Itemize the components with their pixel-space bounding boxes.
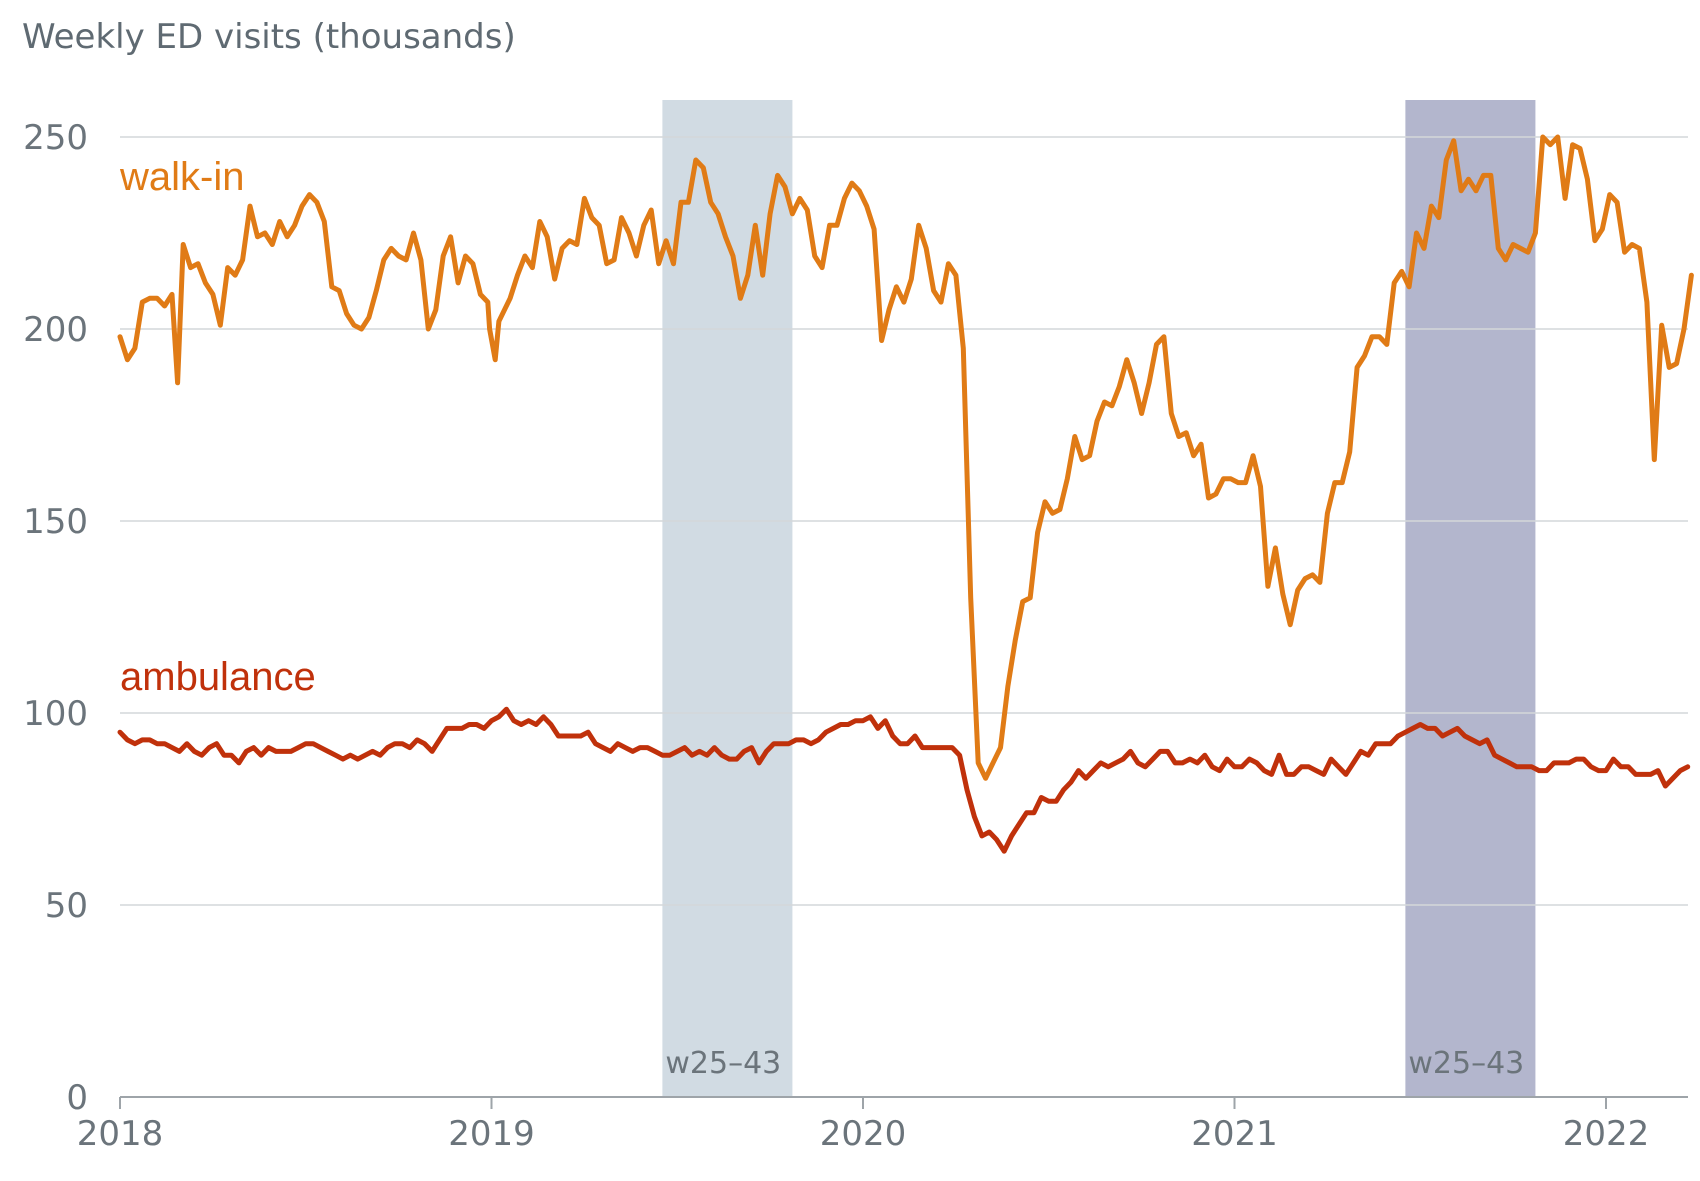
band-label: w25–43 [665, 1046, 781, 1081]
highlight-bands: w25–43 w25–43 [662, 100, 1536, 1097]
series-line-ambulance [117, 706, 1691, 854]
y-axis-title: Weekly ED visits (thousands) [22, 17, 516, 57]
series-label-walk-in: walk-in [119, 155, 244, 199]
y-tick-label: 50 [45, 886, 88, 926]
x-axis: 2018 2019 2020 2021 2022 [77, 1096, 1688, 1154]
series-label-ambulance: ambulance [120, 655, 316, 699]
highlight-band [662, 100, 793, 1097]
y-tick-label: 250 [23, 118, 88, 158]
y-tick-label: 150 [23, 502, 88, 542]
x-tick-label: 2019 [448, 1114, 535, 1154]
y-tick-label: 200 [23, 310, 88, 350]
y-tick-label: 100 [23, 694, 88, 734]
series-lines [117, 134, 1694, 854]
x-tick-label: 2020 [820, 1114, 907, 1154]
series-labels: walk-in ambulance [119, 155, 316, 699]
grid-lines [120, 136, 1688, 906]
y-axis-ticks: 0 50 100 150 200 250 [23, 118, 88, 1118]
highlight-band [1405, 100, 1536, 1097]
x-tick-label: 2018 [77, 1114, 164, 1154]
series-line-walk-in [117, 134, 1694, 781]
x-tick-label: 2021 [1191, 1114, 1278, 1154]
x-tick-label: 2022 [1563, 1114, 1650, 1154]
y-tick-label: 0 [66, 1078, 88, 1118]
band-label: w25–43 [1408, 1046, 1524, 1081]
